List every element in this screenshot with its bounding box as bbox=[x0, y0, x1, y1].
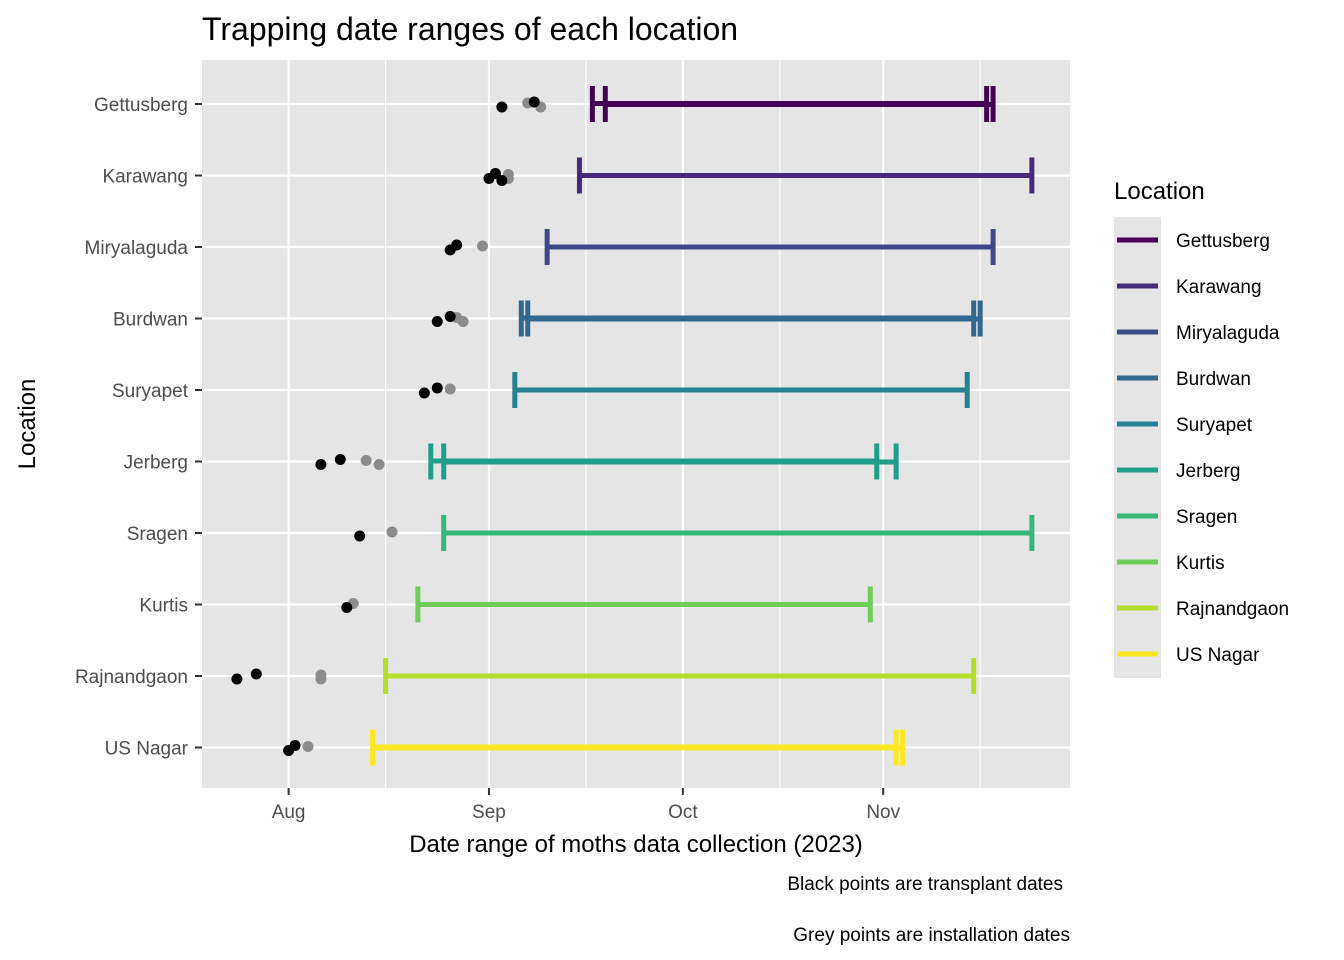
transplant-point bbox=[250, 668, 262, 680]
date-points bbox=[231, 96, 547, 756]
legend-label: Rajnandgaon bbox=[1176, 599, 1289, 620]
transplant-point bbox=[431, 382, 443, 394]
transplant-point bbox=[431, 316, 443, 327]
transplant-point bbox=[341, 602, 353, 613]
x-axis-title: Date range of moths data collection (202… bbox=[409, 831, 863, 858]
legend-title: Location bbox=[1114, 178, 1205, 205]
transplant-point bbox=[451, 239, 463, 251]
y-tick-label: Rajnandgaon bbox=[75, 667, 188, 688]
transplant-point bbox=[496, 101, 508, 113]
legend-label: Gettusberg bbox=[1176, 231, 1270, 252]
y-tick-label: US Nagar bbox=[105, 739, 189, 760]
x-tick-label: Oct bbox=[668, 802, 698, 823]
x-tick-label: Aug bbox=[272, 802, 306, 823]
y-tick-label: Karawang bbox=[102, 167, 188, 188]
y-tick-label: Jerberg bbox=[124, 453, 188, 474]
legend-label: Miryalaguda bbox=[1176, 323, 1280, 344]
transplant-point bbox=[528, 96, 540, 108]
legend-label: US Nagar bbox=[1176, 645, 1260, 666]
transplant-point bbox=[444, 311, 456, 322]
legend-key-background bbox=[1114, 217, 1161, 678]
transplant-point bbox=[489, 168, 501, 179]
captions: Black points are transplant dates Grey po… bbox=[787, 874, 1070, 946]
x-tick-label: Sep bbox=[472, 802, 506, 823]
installation-point bbox=[302, 741, 314, 752]
transplant-point bbox=[231, 673, 243, 685]
legend-label: Burdwan bbox=[1176, 369, 1251, 390]
installation-point bbox=[315, 673, 327, 685]
transplant-point bbox=[334, 454, 346, 465]
transplant-point bbox=[418, 387, 430, 399]
installation-point bbox=[360, 455, 372, 466]
transplant-point bbox=[289, 740, 301, 751]
legend-label: Karawang bbox=[1176, 277, 1262, 298]
x-tick-label: Nov bbox=[866, 802, 900, 823]
legend-label: Jerberg bbox=[1176, 461, 1240, 482]
y-tick-label: Gettusberg bbox=[94, 95, 188, 116]
installation-point bbox=[373, 459, 385, 470]
installation-point bbox=[444, 383, 456, 395]
y-tick-label: Miryalaguda bbox=[85, 238, 189, 259]
transplant-point bbox=[354, 530, 366, 542]
legend-label: Sragen bbox=[1176, 507, 1237, 528]
legend-label: Kurtis bbox=[1176, 553, 1225, 574]
x-axis: Aug Sep Oct Nov bbox=[272, 788, 901, 823]
installation-point bbox=[477, 240, 489, 252]
date-ranges bbox=[370, 86, 1035, 766]
chart-title: Trapping date ranges of each location bbox=[202, 11, 738, 47]
y-axis: US Nagar Rajnandgaon Kurtis Sragen Jerberg Su… bbox=[75, 95, 202, 760]
y-tick-label: Sragen bbox=[127, 524, 188, 545]
legend: Location Gettusberg Karawang Miryalaguda Bur… bbox=[1114, 178, 1289, 678]
y-tick-label: Suryapet bbox=[112, 381, 189, 402]
transplant-point bbox=[496, 175, 508, 186]
plot-panel bbox=[202, 60, 1070, 788]
installation-point bbox=[386, 526, 398, 538]
y-axis-title: Location bbox=[14, 379, 41, 470]
caption-text: Black points are transplant dates bbox=[787, 874, 1063, 895]
installation-point bbox=[457, 316, 469, 327]
legend-label: Suryapet bbox=[1176, 415, 1253, 436]
transplant-point bbox=[315, 459, 327, 470]
y-tick-label: Kurtis bbox=[139, 596, 188, 617]
caption-text: Grey points are installation dates bbox=[793, 925, 1070, 946]
y-tick-label: Burdwan bbox=[113, 310, 188, 331]
